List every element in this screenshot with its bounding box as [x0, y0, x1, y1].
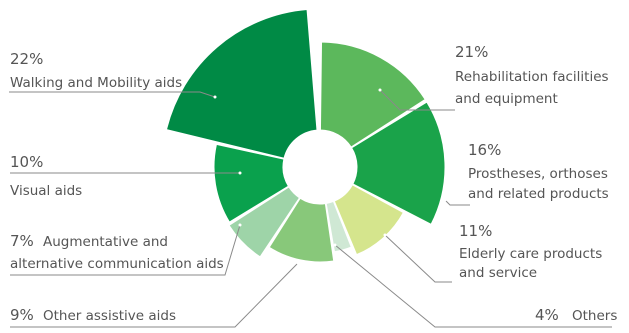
slice-label-elderly-care-line2: and service: [459, 265, 537, 281]
leader-dot-augmentative: [238, 223, 242, 227]
slice-others: [325, 200, 352, 253]
leader-line-others: [334, 244, 612, 328]
slice-prostheses: [350, 101, 446, 226]
leader-dot-visual-aids: [238, 171, 242, 175]
slice-visual-aids: [213, 143, 290, 223]
leader-dot-elderly-care: [383, 233, 387, 237]
leader-line-elderly-care: [384, 234, 452, 283]
leader-line-augmentative: [10, 224, 241, 276]
slice-label-other-assistive: Other assistive aids: [43, 308, 176, 324]
slice-elderly-care: [333, 184, 405, 256]
slice-label-pct-others: 4%: [535, 306, 559, 324]
slice-label-visual-aids: Visual aids: [10, 183, 82, 199]
slice-label-elderly-care-line1: Elderly care products: [459, 246, 602, 262]
slice-label-pct-other-assistive: 9%: [10, 306, 34, 324]
slice-label-walking-mobility: Walking and Mobility aids: [10, 75, 182, 91]
slice-label-rehabilitation-line1: Rehabilitation facilities: [455, 69, 609, 85]
leader-dot-prostheses: [443, 198, 447, 202]
slice-label-augmentative-line2: alternative communication aids: [10, 256, 224, 272]
leader-line-rehabilitation: [379, 89, 455, 111]
slice-label-pct-prostheses: 16%: [468, 141, 501, 159]
slice-label-pct-walking-mobility: 22%: [10, 50, 43, 68]
slice-augmentative: [228, 186, 301, 258]
labels-group: 22% Walking and Mobility aids 21% Rehabi…: [10, 43, 617, 324]
slice-walking-mobility: [165, 8, 318, 159]
slice-label-prostheses-line1: Prostheses, orthoses: [468, 166, 608, 182]
leader-dot-others: [333, 243, 337, 247]
slice-label-rehabilitation-line2: and equipment: [455, 91, 558, 107]
leader-line-walking-mobility: [9, 91, 216, 98]
leader-line-other-assistive: [10, 262, 299, 328]
slice-label-others: Others: [572, 308, 617, 324]
leader-line-prostheses: [444, 199, 470, 206]
slice-label-augmentative-line1: Augmentative and: [43, 234, 168, 250]
slice-label-pct-rehabilitation: 21%: [455, 43, 488, 61]
slice-label-pct-augmentative: 7%: [10, 232, 34, 250]
slice-label-pct-elderly-care: 11%: [459, 222, 492, 240]
slice-rehabilitation: [319, 41, 426, 148]
slice-label-prostheses-line2: and related products: [468, 186, 609, 202]
slice-label-pct-visual-aids: 10%: [10, 153, 43, 171]
leader-dot-other-assistive: [296, 261, 300, 265]
leader-lines-group: [9, 88, 612, 328]
leader-dot-rehabilitation: [378, 88, 382, 92]
slices-group: [165, 8, 446, 263]
slice-other-assistive: [268, 197, 335, 263]
leader-dot-walking-mobility: [213, 95, 217, 99]
